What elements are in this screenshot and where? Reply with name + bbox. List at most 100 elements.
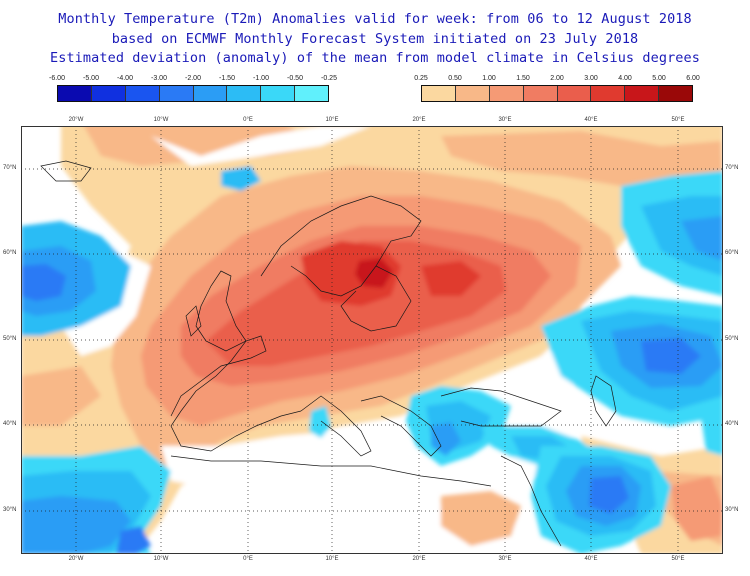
warm-field-3-0-b [421, 261, 481, 296]
cold-sw-inner [21, 496, 131, 554]
warm-arabia [671, 476, 723, 541]
axis-tick-label: 70°N [3, 165, 17, 171]
map-title: Monthly Temperature (T2m) Anomalies vali… [0, 10, 750, 69]
legend_cold-label: -2.00 [185, 75, 201, 82]
coast-baltic [340, 265, 412, 332]
legend_cold-swatch [58, 86, 92, 101]
warm-field-0-5-sw [21, 366, 101, 426]
axis-tick-label: 30°E [498, 117, 512, 123]
title-line-3: Estimated deviation (anomaly) of the mea… [50, 50, 700, 66]
legend_cold-swatch [193, 86, 228, 101]
axis-tick-label: 50°E [671, 556, 685, 562]
axis-tick-label: 10°E [325, 556, 339, 562]
neutral-field-4 [161, 431, 401, 486]
cold-northeast-inner [641, 196, 723, 276]
axis-tick-label: 20°W [68, 556, 84, 562]
coast-balkans-greece [360, 395, 442, 457]
axis-tick-label: 10°W [153, 556, 169, 562]
axis-tick-label: 20°E [412, 556, 426, 562]
coast-iberia-france [170, 335, 302, 452]
legend_warm-label: 6.00 [686, 75, 700, 82]
axis-tick-label: 50°N [725, 336, 739, 342]
legend_cold-swatch [159, 86, 194, 101]
cold-atlantic-core [21, 264, 66, 301]
cold-far-east [701, 411, 723, 456]
cold-greece [431, 422, 461, 456]
legend_cold-swatch [125, 86, 160, 101]
axis-tick-label: 40°N [725, 421, 739, 427]
coast-scandinavia [260, 195, 422, 297]
coast-caspian [590, 375, 617, 427]
axis-tick-label: 30°N [3, 507, 17, 513]
warm-field-3-0 [301, 241, 401, 306]
axis-tick-label: 40°E [584, 117, 598, 123]
legend_warm-swatch [455, 86, 490, 101]
legend_warm-swatch [625, 86, 660, 101]
legend_warm-label: 1.50 [516, 75, 530, 82]
legend_warm-swatch [422, 86, 456, 101]
axis-tick-label: 10°E [325, 117, 339, 123]
legend_cold-label: -0.50 [287, 75, 303, 82]
legend_cold-label: -4.00 [117, 75, 133, 82]
legend_warm-label: 0.25 [414, 75, 428, 82]
legend_warm-label: 2.00 [550, 75, 564, 82]
legend_warm-label: 5.00 [652, 75, 666, 82]
axis-tick-label: 40°N [3, 421, 17, 427]
neutral-field-1 [151, 126, 371, 166]
legend-cold: -6.00 -5.00 -4.00 -3.00 -2.00 -1.50 -1.00 -0.50… [49, 75, 337, 102]
axis-tick-label: 60°N [725, 250, 739, 256]
axis-tick-label: 40°E [584, 556, 598, 562]
legend-warm-bar [421, 85, 693, 102]
legend_cold-label: -1.00 [253, 75, 269, 82]
axis-tick-label: 60°N [3, 250, 17, 256]
warm-field-4-0 [355, 258, 393, 288]
legend_warm-swatch [523, 86, 558, 101]
legend_warm-label: 3.00 [584, 75, 598, 82]
coast-british-isles [195, 270, 247, 352]
cold-east-core [641, 338, 701, 374]
coastlines [40, 160, 617, 547]
title-line-1: Monthly Temperature (T2m) Anomalies vali… [58, 11, 692, 27]
axis-tick-label: 30°N [725, 507, 739, 513]
legend_warm-label: 1.00 [482, 75, 496, 82]
axis-tick-label: 70°N [725, 165, 739, 171]
anomaly-fields [21, 126, 723, 554]
graticule [21, 126, 723, 554]
axis-tick-label: 10°W [153, 117, 169, 123]
legend_cold-label: -5.00 [83, 75, 99, 82]
legend-warm-labels: 0.25 0.50 1.00 1.50 2.00 3.00 4.00 5.00 6.00 [414, 75, 700, 85]
coast-italy [300, 395, 372, 457]
legend_warm-label: 4.00 [618, 75, 632, 82]
axis-tick-label: 0°E [243, 556, 253, 562]
coast-turkey-black-sea [440, 387, 562, 427]
cold-north-sea [221, 166, 261, 191]
axis-tick-label: 0°E [243, 117, 253, 123]
axis-tick-label: 20°E [412, 117, 426, 123]
coast-scotland-iceland [40, 160, 92, 182]
legend_warm-swatch [591, 86, 626, 101]
coast-north-africa [170, 455, 492, 487]
legend-cold-labels: -6.00 -5.00 -4.00 -3.00 -2.00 -1.50 -1.00 -0.50… [49, 75, 337, 85]
legend_cold-label: -6.00 [49, 75, 65, 82]
cold-mideast-core [589, 476, 629, 514]
anomaly-map [21, 126, 723, 554]
warm-egypt [441, 491, 521, 546]
legend_warm-swatch [659, 86, 692, 101]
axis-tick-label: 20°W [68, 117, 84, 123]
cold-sardinia [309, 406, 331, 438]
cold-northeast-core [681, 216, 723, 261]
axis-tick-label: 50°E [671, 117, 685, 123]
legend_warm-swatch [557, 86, 592, 101]
legend_cold-swatch [227, 86, 262, 101]
legend_cold-label: -0.25 [321, 75, 337, 82]
legend_cold-swatch [295, 86, 328, 101]
coast-levant [500, 455, 562, 547]
cold-sw-core [116, 526, 151, 554]
axis-tick-label: 30°E [498, 556, 512, 562]
legend_warm-swatch [489, 86, 524, 101]
legend_cold-label: -1.50 [219, 75, 235, 82]
title-line-2: based on ECMWF Monthly Forecast System i… [111, 30, 639, 47]
legend-warm: 0.25 0.50 1.00 1.50 2.00 3.00 4.00 5.00 6.00 [414, 75, 700, 102]
legend_cold-swatch [261, 86, 296, 101]
axis-tick-label: 50°N [3, 336, 17, 342]
